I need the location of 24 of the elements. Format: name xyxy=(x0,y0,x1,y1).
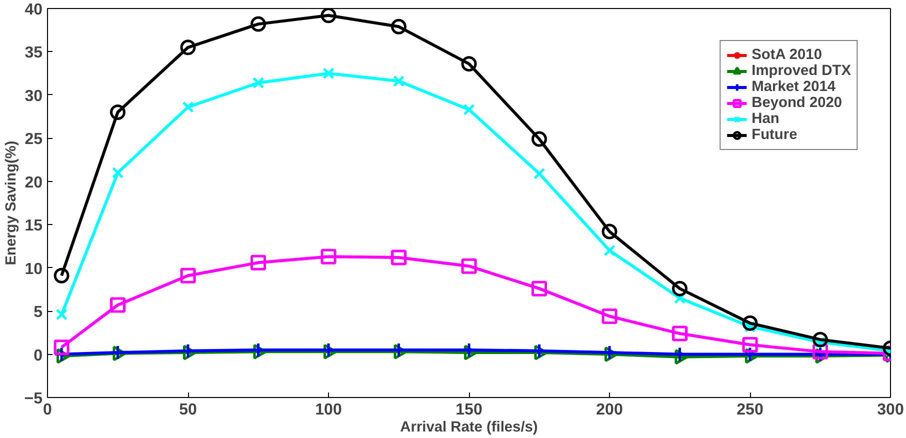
y-tick-label: 15 xyxy=(24,218,43,235)
y-tick-label: 30 xyxy=(24,88,43,105)
y-tick-label: 0 xyxy=(34,347,43,364)
y-tick-label: 25 xyxy=(24,131,43,148)
legend-label: Future xyxy=(752,127,798,143)
y-tick-label: 20 xyxy=(24,174,43,192)
legend-label: Han xyxy=(752,111,780,127)
y-tick-label: −5 xyxy=(24,390,43,408)
x-tick-label: 200 xyxy=(596,402,623,418)
legend-label: Market 2014 xyxy=(752,79,836,95)
x-tick-label: 250 xyxy=(736,402,764,418)
x-tick-label: 300 xyxy=(877,402,904,418)
x-axis-title: Arrival Rate (files/s) xyxy=(400,420,538,436)
legend-label: SotA 2010 xyxy=(752,47,822,63)
legend-label: Improved DTX xyxy=(752,63,851,79)
y-tick-label: 5 xyxy=(34,304,43,322)
legend-label: Beyond 2020 xyxy=(752,95,842,111)
y-tick-label: 35 xyxy=(24,44,43,62)
y-tick-label: 10 xyxy=(24,260,43,278)
x-tick-label: 100 xyxy=(315,402,342,418)
y-tick-label: 40 xyxy=(24,2,43,18)
x-tick-label: 150 xyxy=(456,402,482,418)
y-axis-title: Energy Saving(%) xyxy=(3,140,20,266)
x-tick-label: 50 xyxy=(179,402,197,418)
